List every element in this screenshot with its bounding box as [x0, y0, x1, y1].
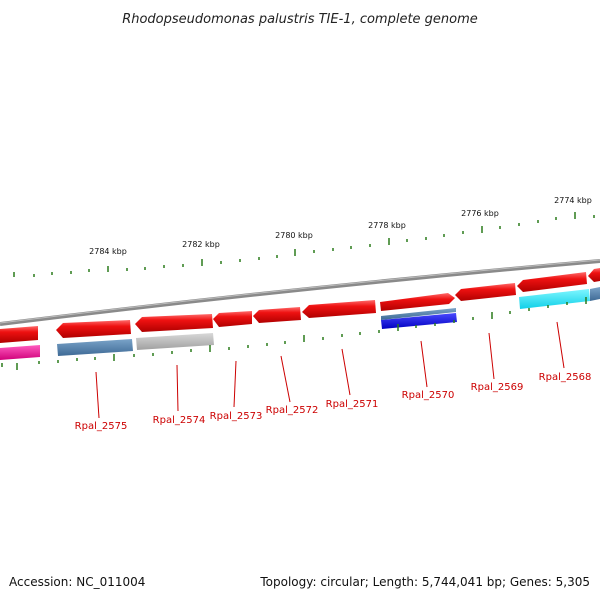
gene-arrow[interactable] [455, 283, 516, 301]
gene-label-rpal-2573[interactable]: Rpal_2573 [210, 411, 263, 422]
leader-line [341, 348, 351, 396]
kbp-label: 2780 kbp [275, 231, 313, 240]
accession-text: Accession: NC_011004 [9, 575, 145, 589]
feature-bar[interactable] [381, 308, 456, 320]
leader-line [420, 340, 428, 388]
gene-arrow[interactable] [588, 268, 600, 282]
feature-bars [0, 287, 600, 360]
kbp-label: 2782 kbp [182, 240, 220, 249]
gene-arrow[interactable] [517, 272, 587, 292]
gene-label-rpal-2572[interactable]: Rpal_2572 [266, 405, 319, 416]
gene-arrow[interactable] [213, 311, 252, 327]
feature-bar[interactable] [519, 289, 590, 309]
genome-summary-text: Topology: circular; Length: 5,744,041 bp… [259, 575, 590, 589]
kbp-label: 2784 kbp [89, 247, 127, 256]
leader-line [95, 371, 100, 419]
inner-tick-ring [1, 297, 587, 370]
gene-label-rpal-2575[interactable]: Rpal_2575 [75, 421, 128, 432]
gene-label-rpal-2574[interactable]: Rpal_2574 [153, 415, 206, 426]
gene-arrow[interactable] [135, 314, 213, 332]
gene-arrow[interactable] [0, 326, 38, 343]
gene-arrows [0, 268, 600, 343]
genome-backbone-highlight [0, 259, 600, 324]
leader-line [488, 332, 495, 380]
feature-bar[interactable] [0, 345, 40, 360]
gene-arrow[interactable] [56, 320, 131, 338]
gene-label-rpal-2569[interactable]: Rpal_2569 [471, 382, 524, 393]
feature-bar[interactable] [590, 287, 600, 301]
map-title: Rhodopseudomonas palustris TIE-1, comple… [122, 12, 478, 27]
gene-arrow[interactable] [302, 300, 376, 318]
feature-bar[interactable] [136, 333, 214, 350]
kbp-label: 2776 kbp [461, 209, 499, 218]
leader-line [556, 321, 565, 369]
leader-line [176, 364, 179, 412]
gene-label-rpal-2571[interactable]: Rpal_2571 [326, 399, 379, 410]
leader-line [280, 355, 291, 403]
leader-lines [95, 321, 565, 419]
kbp-label: 2778 kbp [368, 221, 406, 230]
gene-label-rpal-2570[interactable]: Rpal_2570 [402, 390, 455, 401]
leader-line [233, 360, 237, 408]
genome-backbone [0, 259, 600, 326]
feature-bar[interactable] [381, 313, 457, 329]
gene-arrow[interactable] [253, 307, 301, 323]
outer-tick-ring [13, 212, 595, 277]
gene-arrow[interactable] [380, 293, 455, 311]
kbp-label: 2774 kbp [554, 196, 592, 205]
feature-bar[interactable] [57, 339, 133, 356]
gene-label-rpal-2568[interactable]: Rpal_2568 [539, 372, 592, 383]
